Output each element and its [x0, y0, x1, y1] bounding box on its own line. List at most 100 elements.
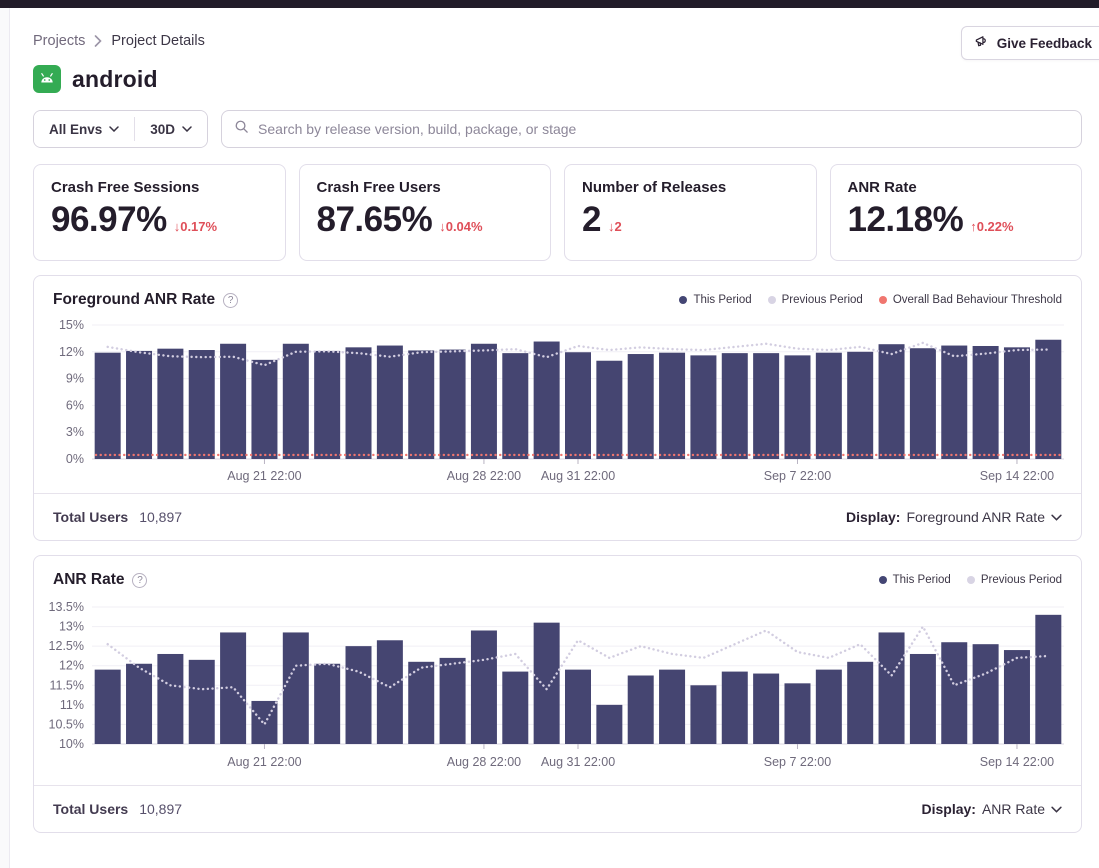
legend-dot-icon	[878, 576, 887, 584]
score-card-anr-rate: ANR Rate 12.18% ↑0.22%	[829, 164, 1082, 261]
svg-text:Aug 28 22:00: Aug 28 22:00	[447, 469, 521, 483]
trend-down-icon: ↓	[439, 219, 446, 234]
svg-text:9%: 9%	[66, 372, 84, 386]
score-card-number-of-releases: Number of Releases 2 ↓2	[564, 164, 817, 261]
legend-item[interactable]: This Period	[878, 574, 951, 586]
svg-text:Sep 7 22:00: Sep 7 22:00	[764, 469, 831, 483]
score-cards: Crash Free Sessions 96.97% ↓0.17% Crash …	[33, 164, 1082, 261]
give-feedback-label: Give Feedback	[996, 35, 1092, 51]
chevron-down-icon	[1051, 806, 1062, 813]
display-value: Foreground ANR Rate	[906, 509, 1045, 525]
svg-text:Sep 14 22:00: Sep 14 22:00	[980, 469, 1054, 483]
anr-rate-chart[interactable]: 10% 10.5% 11% 11.5% 12% 12.5% 13% 13.5% Aug 21 2…	[34, 595, 1081, 785]
project-header: android	[33, 65, 1082, 93]
legend-item[interactable]: Overall Bad Behaviour Threshold	[878, 294, 1062, 306]
svg-text:Sep 7 22:00: Sep 7 22:00	[764, 755, 831, 769]
filter-bar: All Envs 30D	[33, 110, 1082, 148]
megaphone-icon	[974, 34, 989, 52]
svg-text:13.5%: 13.5%	[49, 600, 84, 614]
score-title: Crash Free Sessions	[51, 179, 200, 196]
svg-text:0%: 0%	[66, 452, 84, 466]
chart-title: ANR Rate	[53, 571, 125, 588]
chart-legend: This Period Previous Period Overall Bad Be…	[679, 294, 1062, 306]
give-feedback-button[interactable]: Give Feedback	[960, 26, 1099, 60]
legend-dot-icon	[966, 576, 975, 584]
period-filter-dropdown[interactable]: 30D	[135, 111, 208, 147]
chevron-down-icon	[182, 126, 192, 132]
score-title: Crash Free Users	[316, 179, 441, 196]
svg-text:10%: 10%	[59, 737, 84, 751]
svg-text:13%: 13%	[59, 620, 84, 634]
svg-text:Aug 31 22:00: Aug 31 22:00	[541, 469, 615, 483]
environment-filter-dropdown[interactable]: All Envs	[34, 111, 135, 147]
svg-text:11.5%: 11.5%	[49, 678, 84, 692]
filter-dropdown-group: All Envs 30D	[33, 110, 209, 148]
total-users-value: 10,897	[139, 801, 183, 817]
total-users-value: 10,897	[139, 509, 183, 525]
total-users-label: Total Users	[53, 801, 129, 817]
legend-label: Previous Period	[980, 574, 1062, 586]
score-delta: ↓0.04%	[439, 219, 482, 234]
breadcrumb-current: Project Details	[111, 33, 205, 49]
release-search	[221, 110, 1082, 148]
search-input[interactable]	[258, 121, 1069, 137]
trend-down-icon: ↓	[173, 219, 181, 234]
display-label: Display:	[846, 509, 901, 525]
project-details-page: Projects Project Details Give Feedback	[0, 26, 1099, 833]
svg-text:6%: 6%	[66, 398, 84, 412]
help-icon[interactable]: ?	[223, 292, 239, 308]
score-delta: ↑0.22%	[970, 219, 1013, 234]
foreground-anr-rate-chart[interactable]: 0% 3% 6% 9% 12% 15% Aug 21 22:00 Aug 28 22:00 Au…	[34, 315, 1081, 493]
svg-text:12%: 12%	[59, 345, 84, 359]
chevron-down-icon	[1051, 514, 1062, 521]
delta-value: 0.17%	[180, 219, 218, 234]
breadcrumb: Projects Project Details Give Feedback	[33, 26, 1099, 60]
chart-header: Foreground ANR Rate ? This Period Previou…	[34, 276, 1081, 315]
svg-text:11%: 11%	[60, 698, 84, 712]
foreground-anr-rate-card: Foreground ANR Rate ? This Period Previou…	[33, 275, 1082, 541]
score-card-crash-free-users: Crash Free Users 87.65% ↓0.04%	[298, 164, 551, 261]
svg-text:Aug 21 22:00: Aug 21 22:00	[227, 469, 301, 483]
left-rail	[0, 8, 10, 868]
legend-dot-icon	[767, 296, 776, 304]
svg-text:3%: 3%	[66, 425, 84, 439]
trend-down-icon: ↓	[607, 219, 615, 234]
legend-item[interactable]: This Period	[679, 294, 752, 306]
legend-label: Previous Period	[781, 294, 863, 306]
top-navigation-bar	[0, 0, 1099, 8]
search-icon	[234, 119, 249, 139]
environment-filter-label: All Envs	[49, 121, 103, 137]
chart-footer: Total Users 10,897 Display: ANR Rate	[34, 785, 1081, 832]
legend-label: This Period	[892, 574, 951, 586]
display-value: ANR Rate	[981, 801, 1045, 817]
legend-item[interactable]: Previous Period	[966, 574, 1062, 586]
svg-text:12%: 12%	[59, 659, 84, 673]
svg-text:Aug 21 22:00: Aug 21 22:00	[227, 755, 301, 769]
chart-footer: Total Users 10,897 Display: Foreground A…	[34, 493, 1081, 540]
breadcrumb-projects-link[interactable]: Projects	[33, 33, 86, 49]
help-icon[interactable]: ?	[132, 572, 148, 588]
score-value: 96.97%	[51, 200, 167, 239]
display-selector[interactable]: Display: ANR Rate	[922, 801, 1063, 817]
score-value: 12.18%	[847, 200, 964, 239]
android-platform-icon	[33, 65, 61, 93]
legend-label: This Period	[693, 294, 752, 306]
score-delta: ↓0.17%	[174, 219, 217, 234]
score-value: 87.65%	[316, 200, 433, 239]
legend-label: Overall Bad Behaviour Threshold	[892, 294, 1062, 306]
chart-header: ANR Rate ? This Period Previous Period	[34, 556, 1081, 595]
svg-text:Sep 14 22:00: Sep 14 22:00	[980, 755, 1054, 769]
svg-text:10.5%: 10.5%	[49, 717, 84, 731]
svg-text:Aug 28 22:00: Aug 28 22:00	[447, 755, 521, 769]
score-value: 2	[582, 200, 601, 239]
delta-value: 2	[614, 219, 622, 234]
trend-up-icon: ↑	[970, 219, 977, 234]
score-card-crash-free-sessions: Crash Free Sessions 96.97% ↓0.17%	[33, 164, 286, 261]
svg-text:15%: 15%	[59, 318, 84, 332]
score-title: Number of Releases	[582, 179, 727, 196]
anr-rate-card: ANR Rate ? This Period Previous Period 10…	[33, 555, 1082, 833]
display-selector[interactable]: Display: Foreground ANR Rate	[846, 509, 1062, 525]
delta-value: 0.04%	[445, 219, 483, 234]
score-delta: ↓2	[608, 219, 622, 234]
legend-item[interactable]: Previous Period	[767, 294, 863, 306]
